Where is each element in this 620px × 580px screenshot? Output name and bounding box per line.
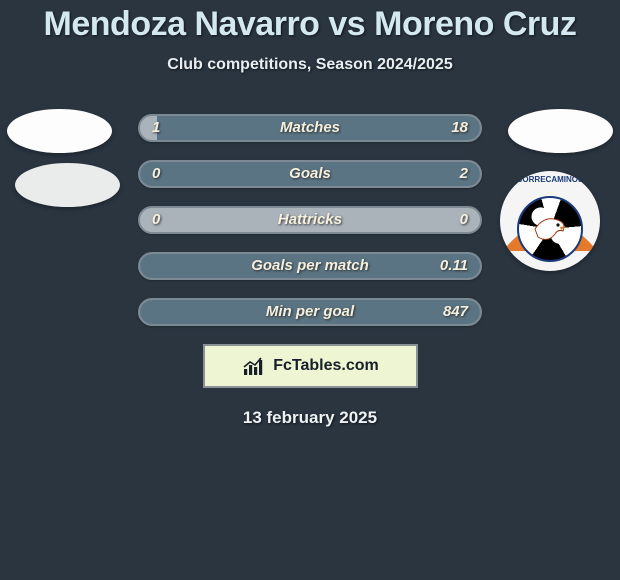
player2-badge-primary [508, 109, 613, 153]
date-footer: 13 february 2025 [0, 408, 620, 428]
brand-text: FcTables.com [273, 357, 379, 375]
crest-bird-icon [530, 209, 570, 249]
stat-label: Matches [140, 119, 480, 136]
stat-value-right: 0.11 [440, 257, 468, 274]
stat-label: Goals per match [140, 257, 480, 274]
stat-row: Hattricks0 0 [138, 206, 482, 234]
stat-value-right: 847 [443, 303, 468, 320]
stat-value-right: 0 [460, 211, 468, 228]
stat-label: Min per goal [140, 303, 480, 320]
stat-value-right: 18 [451, 119, 468, 136]
player1-badge-secondary [15, 163, 120, 207]
crest-text: CORRECAMINOS [500, 175, 600, 184]
stat-row: Goals0 2 [138, 160, 482, 188]
stat-value-left: 1 [152, 119, 160, 136]
stat-row: Goals per match0.11 [138, 252, 482, 280]
subtitle: Club competitions, Season 2024/2025 [0, 56, 620, 74]
stat-row: Min per goal847 [138, 298, 482, 326]
crest-graphic: CORRECAMINOS [500, 171, 600, 271]
stat-label: Hattricks [140, 211, 480, 228]
page-title: Mendoza Navarro vs Moreno Cruz [0, 5, 620, 44]
stat-value-right: 2 [460, 165, 468, 182]
brand-box[interactable]: FcTables.com [203, 344, 418, 388]
stats-area: CORRECAMINOS Matches118Goals02Hattricks0… [0, 114, 620, 428]
stat-row: Matches1 18 [138, 114, 482, 142]
stat-value-left: 0 [152, 165, 160, 182]
brand-chart-icon [241, 355, 267, 377]
stat-label: Goals [140, 165, 480, 182]
stat-value-left: 0 [152, 211, 160, 228]
player2-club-crest: CORRECAMINOS [500, 171, 600, 271]
player1-badge-primary [7, 109, 112, 153]
